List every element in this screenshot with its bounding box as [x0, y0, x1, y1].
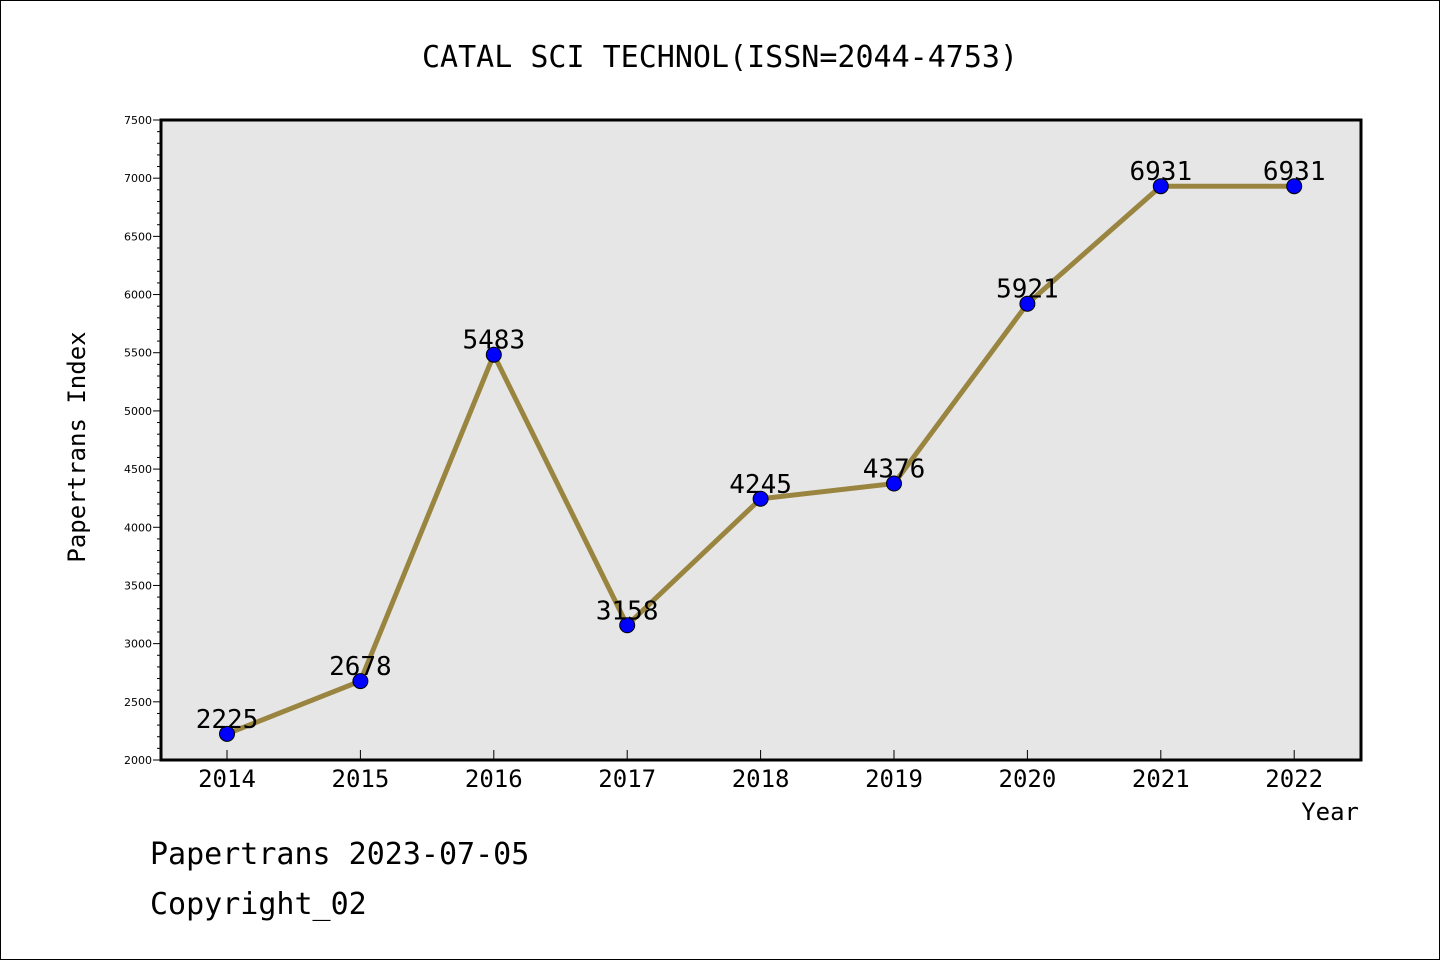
x-tick-label: 2017	[598, 765, 656, 793]
data-label: 3158	[596, 596, 659, 626]
x-tick-label: 2016	[465, 765, 523, 793]
x-tick-label: 2015	[332, 765, 390, 793]
x-tick-label: 2019	[865, 765, 923, 793]
data-label: 6931	[1129, 157, 1192, 187]
x-axis-label: Year	[1301, 798, 1359, 826]
y-tick-label: 7000	[124, 172, 152, 185]
data-point	[886, 475, 902, 492]
data-points	[219, 178, 1303, 742]
y-tick-label: 3000	[124, 638, 152, 651]
x-tick-label: 2020	[999, 765, 1057, 793]
data-label: 2225	[196, 705, 259, 735]
data-label: 5921	[996, 275, 1059, 305]
data-label: 4376	[863, 455, 926, 485]
chart-title: CATAL SCI TECHNOL(ISSN=2044-4753)	[422, 40, 1018, 75]
data-label: 2678	[329, 652, 392, 682]
data-point	[219, 725, 235, 742]
y-tick-label: 5500	[124, 347, 152, 360]
y-tick-label: 6500	[124, 230, 152, 243]
data-point	[1152, 178, 1169, 195]
footer-copyright: Copyright_02	[150, 887, 367, 922]
x-tick-label: 2022	[1265, 765, 1323, 793]
data-point	[1019, 295, 1036, 312]
data-point	[352, 673, 369, 690]
data-label: 5483	[462, 326, 525, 356]
y-tick-label: 3500	[124, 579, 152, 592]
data-labels: 2225 2678 5483 3158 4245 4376 5921 6931 6931	[196, 157, 1326, 735]
y-tick-label: 4000	[124, 521, 152, 534]
x-tick-label: 2018	[732, 765, 790, 793]
x-tick-label: 2014	[198, 765, 256, 793]
x-tick-label: 2021	[1132, 765, 1190, 793]
y-tick-label: 2000	[124, 754, 152, 767]
data-point	[619, 617, 636, 634]
y-tick-label: 4500	[124, 463, 152, 476]
plot-area	[159, 118, 1363, 762]
y-axis: 2000 2500 3000 3500 4000 4500 5000 5500 6000 6500…	[124, 114, 161, 767]
y-tick-label: 7500	[124, 114, 152, 127]
footer-date: Papertrans 2023-07-05	[150, 837, 529, 872]
data-point	[752, 490, 769, 507]
data-point	[485, 346, 502, 363]
y-tick-label: 6000	[124, 289, 152, 302]
y-tick-label: 5000	[124, 405, 152, 418]
data-point	[1286, 178, 1303, 195]
x-axis: 2014 2015 2016 2017 2018 2019 2020 2021 2022	[198, 750, 1323, 793]
data-label: 6931	[1263, 157, 1326, 187]
data-label: 4245	[729, 470, 792, 500]
y-tick-label: 2500	[124, 696, 152, 709]
y-axis-label: Papertrans Index	[63, 331, 91, 562]
